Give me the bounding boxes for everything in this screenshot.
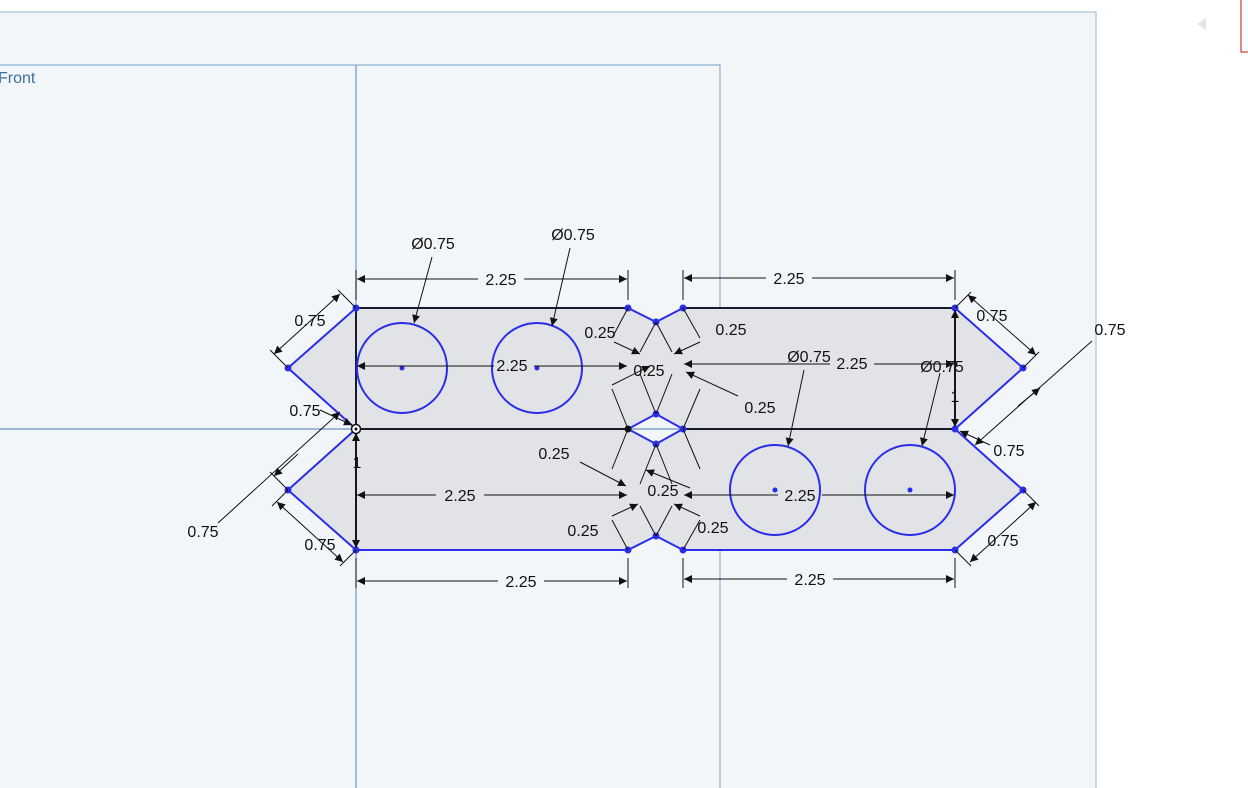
dim-right-outer-chamfer: 0.75 xyxy=(1094,322,1125,339)
dimensions: 2.25 2.25 2.25 2.25 2.25 2.25 2.25 2.25 … xyxy=(187,227,1125,591)
dim-lower-inner-left: 2.25 xyxy=(444,488,475,505)
hole-2[interactable] xyxy=(491,322,583,414)
dim-right-mid-chamfer: 0.75 xyxy=(993,443,1024,460)
hole-4[interactable] xyxy=(864,444,956,536)
dim-hole1-diameter: Ø0.75 xyxy=(411,236,455,253)
upper-region[interactable] xyxy=(288,308,1023,429)
dim-left-bottom-chamfer: 0.75 xyxy=(304,537,335,554)
dim-notch-upper-right: 0.25 xyxy=(744,400,775,417)
dim-upper-inner-right: 2.25 xyxy=(836,356,867,373)
dim-top-left-length: 2.25 xyxy=(485,272,516,289)
view-cube-icon[interactable] xyxy=(1240,0,1248,53)
collapse-arrow-icon[interactable] xyxy=(1197,18,1206,30)
dim-left-top-chamfer: 0.75 xyxy=(294,313,325,330)
dim-height-right: 1 xyxy=(951,389,960,406)
dim-upper-inner-left: 2.25 xyxy=(496,358,527,375)
dim-notch-lower-center: 0.25 xyxy=(647,483,678,500)
dim-hole4-diameter: Ø0.75 xyxy=(920,359,964,376)
dim-notch-bottom-right: 0.25 xyxy=(697,520,728,537)
dim-bottom-left-length: 2.25 xyxy=(505,574,536,591)
dim-hole2-diameter: Ø0.75 xyxy=(551,227,595,244)
dim-bottom-right-length: 2.25 xyxy=(794,572,825,589)
dim-notch-bottom-left: 0.25 xyxy=(567,523,598,540)
dim-notch-top-right: 0.25 xyxy=(715,322,746,339)
dim-lower-inner-right: 2.25 xyxy=(784,488,815,505)
plane-label: Front xyxy=(0,70,36,87)
dim-right-top-chamfer: 0.75 xyxy=(976,308,1007,325)
dim-left-mid-chamfer: 0.75 xyxy=(289,403,320,420)
dim-notch-top-left: 0.25 xyxy=(584,325,615,342)
lower-region[interactable] xyxy=(288,429,1023,550)
dim-hole3-diameter: Ø0.75 xyxy=(787,349,831,366)
dim-notch-lower-left: 0.25 xyxy=(538,446,569,463)
dim-top-right-length: 2.25 xyxy=(773,271,804,288)
dim-height-left: 1 xyxy=(353,455,362,472)
hole-3[interactable] xyxy=(729,444,821,536)
dim-right-bottom-chamfer: 0.75 xyxy=(987,533,1018,550)
dim-notch-upper-center: 0.25 xyxy=(633,363,664,380)
dim-left-outer-chamfer: 0.75 xyxy=(187,524,218,541)
